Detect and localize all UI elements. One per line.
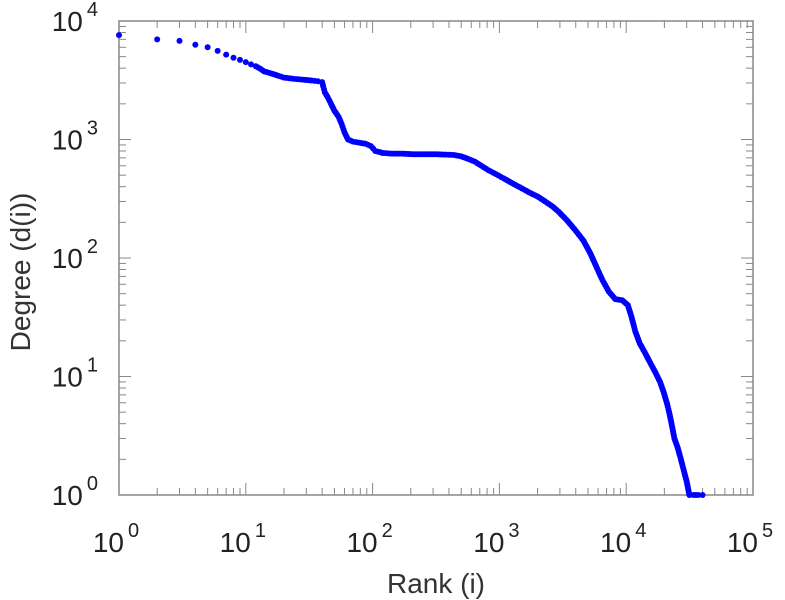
data-point bbox=[223, 51, 230, 58]
tick-exponent: 3 bbox=[508, 520, 519, 542]
tick-base: 10 bbox=[52, 6, 83, 37]
tick-exponent: 0 bbox=[87, 473, 98, 495]
y-tick-label: 10 3 bbox=[52, 118, 98, 156]
x-tick-label: 10 2 bbox=[346, 520, 392, 558]
data-point bbox=[154, 36, 161, 43]
tick-base: 10 bbox=[473, 527, 504, 558]
data-point bbox=[242, 59, 249, 66]
data-point bbox=[695, 492, 702, 498]
axis-ticks bbox=[118, 21, 753, 496]
tick-base: 10 bbox=[52, 362, 83, 393]
data-point bbox=[116, 32, 122, 39]
x-tick-label: 10 5 bbox=[727, 520, 773, 558]
tick-base: 10 bbox=[52, 125, 83, 156]
tick-base: 10 bbox=[220, 527, 251, 558]
tick-exponent: 1 bbox=[87, 355, 98, 377]
data-point bbox=[248, 61, 255, 68]
data-point bbox=[236, 56, 243, 63]
y-tick-label: 10 4 bbox=[52, 0, 98, 37]
tick-exponent: 4 bbox=[87, 0, 98, 21]
tick-base: 10 bbox=[52, 243, 83, 274]
y-tick-label: 10 2 bbox=[52, 236, 98, 274]
data-point bbox=[214, 47, 221, 54]
x-tick-labels: 10 0 10 1 10 2 10 3 10 4 10 5 bbox=[93, 520, 773, 558]
tick-exponent: 2 bbox=[87, 236, 98, 258]
tick-base: 10 bbox=[93, 527, 124, 558]
tick-exponent: 3 bbox=[87, 118, 98, 140]
data-points bbox=[116, 32, 706, 498]
x-tick-label: 10 1 bbox=[220, 520, 266, 558]
tick-base: 10 bbox=[600, 527, 631, 558]
plot-frame bbox=[118, 20, 754, 496]
x-tick-label: 10 3 bbox=[473, 520, 519, 558]
tick-exponent: 4 bbox=[635, 520, 646, 542]
tick-exponent: 2 bbox=[382, 520, 393, 542]
x-tick-label: 10 4 bbox=[600, 520, 646, 558]
tick-exponent: 5 bbox=[762, 520, 773, 542]
data-point bbox=[699, 492, 706, 498]
tick-base: 10 bbox=[52, 480, 83, 511]
tick-exponent: 1 bbox=[255, 520, 266, 542]
y-axis-label: Degree (d(i)) bbox=[5, 193, 36, 352]
data-point bbox=[686, 492, 693, 498]
y-tick-label: 10 1 bbox=[52, 355, 98, 393]
tick-base: 10 bbox=[727, 527, 758, 558]
data-point bbox=[192, 41, 199, 48]
y-tick-label: 10 0 bbox=[52, 473, 98, 511]
x-axis-label: Rank (i) bbox=[387, 568, 485, 599]
x-tick-label: 10 0 bbox=[93, 520, 139, 558]
tick-base: 10 bbox=[346, 527, 377, 558]
data-point bbox=[176, 37, 183, 44]
tick-exponent: 0 bbox=[128, 520, 139, 542]
data-point bbox=[230, 54, 237, 61]
data-point bbox=[204, 44, 211, 51]
